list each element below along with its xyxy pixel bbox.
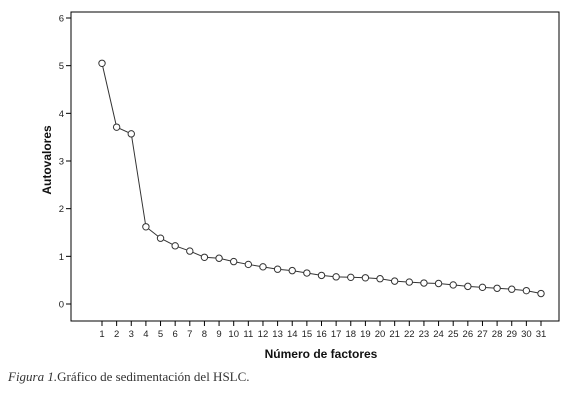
data-point	[112, 123, 121, 131]
data-point	[317, 271, 326, 280]
series-layer	[98, 59, 545, 298]
x-tick-label: 21	[389, 329, 400, 340]
data-point	[420, 279, 428, 287]
x-tick-label: 29	[506, 329, 517, 340]
data-point	[361, 274, 370, 282]
data-point	[142, 223, 150, 231]
y-tick-label: 3	[59, 157, 64, 168]
figure-caption: Figura 1.Gráfico de sedimentación del HS…	[8, 369, 250, 385]
data-point	[493, 284, 501, 292]
x-tick-label: 26	[463, 329, 474, 340]
y-axis-title: Autovalores	[40, 125, 54, 195]
x-tick-label: 6	[173, 329, 178, 340]
x-tick-label: 12	[258, 329, 269, 340]
x-tick-label: 28	[492, 329, 503, 340]
x-tick-label: 16	[316, 329, 327, 340]
x-tick-label: 11	[243, 329, 253, 340]
y-tick-label: 1	[59, 252, 64, 263]
y-axis: 0 1 2 3 4 5 6	[59, 14, 71, 311]
x-tick-label: 14	[287, 329, 298, 340]
data-point	[171, 242, 179, 250]
x-tick-label: 7	[187, 329, 192, 340]
data-point	[230, 257, 238, 266]
x-tick-label: 27	[477, 329, 488, 340]
x-tick-label: 18	[345, 329, 356, 340]
x-tick-label: 17	[331, 329, 342, 340]
data-point	[127, 130, 135, 138]
x-tick-label: 24	[433, 329, 444, 340]
x-tick-label: 10	[228, 329, 239, 340]
y-tick-label: 4	[59, 109, 64, 120]
data-point	[215, 254, 223, 262]
x-tick-label: 5	[158, 329, 163, 340]
data-point	[303, 269, 311, 277]
x-tick-label: 23	[419, 329, 430, 340]
x-tick-label: 3	[129, 329, 134, 340]
data-point	[347, 273, 355, 282]
x-tick-label: 4	[143, 329, 148, 340]
data-point	[522, 286, 531, 295]
data-point	[405, 278, 413, 286]
data-point	[273, 265, 282, 273]
data-point	[434, 279, 443, 288]
x-tick-label: 13	[272, 329, 283, 340]
data-point	[478, 283, 487, 292]
data-point	[464, 282, 472, 291]
data-point	[98, 59, 106, 67]
data-point	[186, 247, 194, 255]
x-tick-label: 1	[99, 329, 104, 340]
figure-label: Figura 1.	[8, 369, 58, 384]
y-tick-label: 0	[59, 300, 64, 311]
data-point	[288, 266, 296, 275]
data-point	[390, 277, 399, 285]
x-tick-label: 20	[375, 329, 386, 340]
x-axis-title: Número de factores	[265, 347, 378, 361]
x-tick-label: 2	[114, 329, 119, 340]
x-tick-label: 19	[360, 329, 371, 340]
x-tick-label: 8	[202, 329, 207, 340]
y-tick-label: 5	[59, 61, 64, 72]
data-point	[376, 275, 384, 283]
data-point	[449, 281, 457, 289]
data-point	[200, 253, 209, 261]
plot-area	[70, 11, 560, 322]
data-point	[156, 234, 165, 242]
y-tick-label: 2	[59, 204, 64, 215]
data-point	[332, 273, 340, 281]
x-tick-label: 25	[448, 329, 459, 340]
data-point	[244, 260, 253, 269]
data-point	[508, 285, 516, 293]
x-tick-label: 30	[521, 329, 532, 340]
x-axis: 1 2 3 4 5 6 7 8 9 10 11 12 13 14 15 16 17 18 19 20 21 22 23 24 2…	[99, 321, 546, 340]
y-tick-label: 6	[59, 14, 64, 25]
data-point	[259, 263, 267, 271]
x-tick-label: 31	[536, 329, 547, 340]
caption-text: Gráfico de sedimentación del HSLC.	[57, 369, 250, 384]
data-point	[537, 289, 545, 298]
x-tick-label: 15	[302, 329, 313, 340]
x-tick-label: 9	[216, 329, 221, 340]
x-tick-label: 22	[404, 329, 415, 340]
